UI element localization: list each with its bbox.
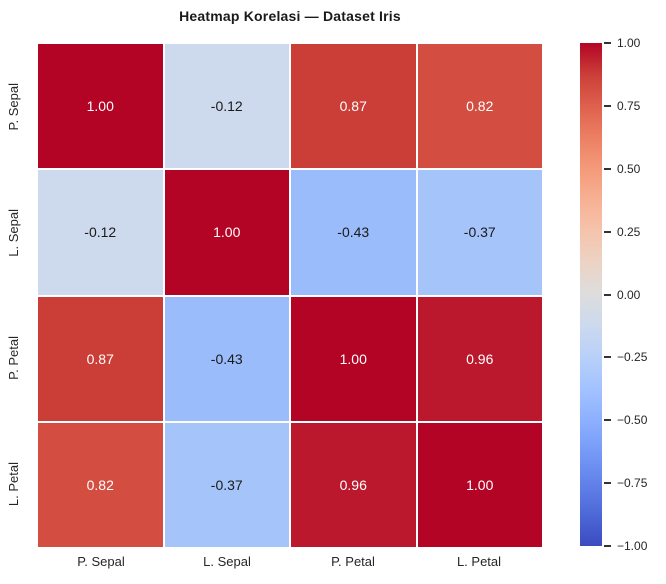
colorbar-tick: −1.00 (602, 539, 647, 553)
colorbar-tick: 0.25 (602, 225, 640, 239)
heatmap-cell: 0.87 (38, 296, 163, 421)
cell-value: -0.12 (84, 224, 117, 241)
cell-value: -0.37 (463, 224, 496, 241)
heatmap-cell: 1.00 (164, 170, 289, 295)
chart-title: Heatmap Korelasi — Dataset Iris (179, 8, 401, 24)
x-axis-label: P. Sepal (77, 554, 125, 569)
tick-mark (604, 230, 611, 233)
heatmap-cell: 0.82 (417, 44, 542, 169)
colorbar-tick: 1.00 (602, 36, 640, 50)
heatmap-grid: 1.00 -0.12 0.87 0.82 -0.12 1.00 -0.43 -0.37 0.87… (38, 44, 542, 547)
cell-value: 1.00 (339, 350, 367, 367)
y-axis-label-row-3: L. Petal (0, 421, 26, 547)
heatmap-cell: 1.00 (38, 44, 163, 169)
tick-mark (604, 293, 611, 296)
y-axis-label: L. Petal (5, 462, 21, 507)
colorbar-tick: −0.25 (602, 350, 647, 364)
colorbar-tick: 0.50 (602, 162, 640, 176)
cell-value: 0.87 (339, 98, 367, 115)
cell-value: -0.43 (337, 224, 370, 241)
y-axis-label: P. Sepal (5, 83, 21, 131)
cell-value: -0.43 (210, 350, 243, 367)
tick-mark (604, 104, 611, 107)
y-axis-label-row-0: P. Sepal (0, 44, 26, 170)
colorbar-tick-label: −0.75 (617, 476, 648, 491)
cell-value: 0.96 (466, 350, 494, 367)
cell-value: 1.00 (86, 98, 114, 115)
colorbar-tick-label: 0.50 (617, 161, 641, 176)
cell-value: 0.87 (86, 350, 114, 367)
colorbar-tick-label: 1.00 (617, 36, 641, 50)
cell-value: 0.82 (86, 476, 114, 493)
y-axis-labels: P. Sepal L. Sepal P. Petal L. Petal (0, 44, 26, 547)
y-axis-label: P. Petal (5, 336, 21, 381)
colorbar-tick-label: −1.00 (617, 539, 648, 553)
colorbar-tick-label: 0.00 (617, 287, 641, 302)
y-axis-label-row-2: P. Petal (0, 296, 26, 422)
colorbar-tick-label: −0.25 (617, 350, 648, 365)
y-axis-label-row-1: L. Sepal (0, 170, 26, 296)
colorbar-tick-label: 0.75 (617, 98, 641, 113)
x-axis-label: L. Petal (456, 554, 502, 569)
cell-value: -0.12 (210, 98, 243, 115)
colorbar-tick: −0.50 (602, 413, 647, 427)
heatmap-cell: 1.00 (417, 422, 542, 547)
cell-value: 0.96 (339, 476, 367, 493)
x-axis-label: P. Petal (331, 554, 375, 569)
heatmap-cell: -0.43 (164, 296, 289, 421)
heatmap-cell: -0.43 (291, 170, 416, 295)
heatmap-cell: -0.12 (38, 170, 163, 295)
cell-value: 1.00 (466, 476, 494, 493)
heatmap-cell: 0.87 (291, 44, 416, 169)
cell-value: 1.00 (213, 224, 241, 241)
tick-mark (604, 167, 611, 170)
colorbar-tick: −0.75 (602, 476, 647, 490)
tick-mark (604, 356, 611, 359)
tick-mark (604, 482, 611, 485)
tick-mark (604, 42, 611, 44)
colorbar-tick-label: 0.25 (617, 224, 641, 239)
heatmap-cell: 1.00 (291, 296, 416, 421)
colorbar-ticks: 1.00 0.75 0.50 0.25 0.00 −0.25 −0.50 −0.75 −1.00 (602, 36, 666, 553)
y-axis-label: L. Sepal (5, 208, 21, 257)
colorbar-tick: 0.75 (602, 99, 640, 113)
heatmap-cell: -0.12 (164, 44, 289, 169)
heatmap-cell: -0.37 (164, 422, 289, 547)
x-axis-labels: P. Sepal L. Sepal P. Petal L. Petal (38, 554, 542, 569)
heatmap-cell: 0.96 (417, 296, 542, 421)
heatmap-cell: -0.37 (417, 170, 542, 295)
cell-value: -0.37 (210, 476, 243, 493)
cell-value: 0.82 (466, 98, 494, 115)
colorbar-gradient (580, 43, 602, 546)
x-axis-label: L. Sepal (203, 554, 251, 569)
colorbar-tick-label: −0.50 (617, 413, 648, 428)
heatmap-cell: 0.96 (291, 422, 416, 547)
heatmap-cell: 0.82 (38, 422, 163, 547)
tick-mark (604, 419, 611, 422)
tick-mark (604, 545, 611, 547)
colorbar-tick: 0.00 (602, 288, 640, 302)
